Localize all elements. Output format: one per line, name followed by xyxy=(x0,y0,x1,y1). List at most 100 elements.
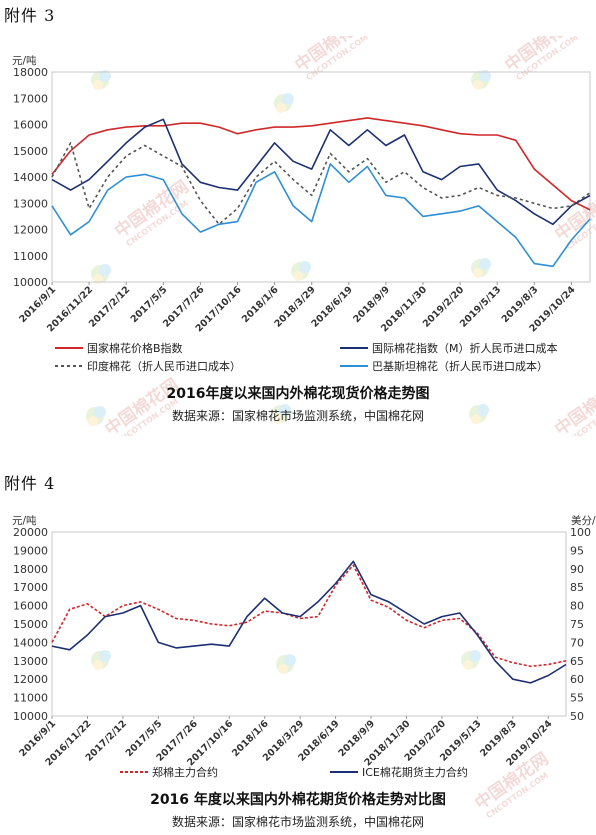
series-line-4 xyxy=(51,163,591,268)
watermark-dot xyxy=(99,264,111,276)
watermark-dot xyxy=(471,414,481,424)
watermark-dot xyxy=(282,93,294,105)
watermark-dot xyxy=(91,71,109,89)
y-tick-label: 14000 xyxy=(13,171,48,184)
legend-label-1: 国家棉花价格B指数 xyxy=(87,341,183,355)
y2-tick-label: 90 xyxy=(570,563,584,576)
watermark-dot xyxy=(471,71,489,89)
watermark-dot xyxy=(479,70,491,82)
y2-tick-label: 65 xyxy=(570,655,584,668)
y-tick-label: 18000 xyxy=(13,563,48,576)
y-tick-label: 10000 xyxy=(13,276,48,289)
watermark-logo xyxy=(471,258,491,278)
y2-tick-label: 70 xyxy=(570,636,584,649)
watermark-logo xyxy=(91,650,111,670)
watermark-dot xyxy=(276,103,286,113)
watermark-dot xyxy=(473,268,483,278)
y-tick-label: 15000 xyxy=(13,145,48,158)
y2-tick-label: 100 xyxy=(570,526,591,539)
plot-frame xyxy=(51,531,567,717)
y-tick-label: 17000 xyxy=(13,92,48,105)
y-tick-label: 12000 xyxy=(13,673,48,686)
watermark-dot xyxy=(477,404,489,416)
y-tick-label: 19000 xyxy=(13,544,48,557)
series-line-2 xyxy=(51,560,567,684)
legend-label-1: 郑棉主力合约 xyxy=(152,765,218,779)
watermark-dot xyxy=(471,259,489,277)
y-tick-label: 12000 xyxy=(13,224,48,237)
y-tick-label: 16000 xyxy=(13,600,48,613)
y-tick-label: 20000 xyxy=(13,526,48,539)
chart-source: 数据来源：国家棉花市场监测系统，中国棉花网 xyxy=(172,814,424,829)
y2-tick-label: 95 xyxy=(570,544,584,557)
watermark-logo xyxy=(86,406,106,426)
legend-label-2: 国际棉花指数（M）折人民币进口成本 xyxy=(372,341,558,355)
watermark-dot xyxy=(86,407,104,425)
watermark-logo xyxy=(469,404,489,424)
watermark-dot xyxy=(88,416,98,426)
watermark-logo xyxy=(291,261,311,281)
y-tick-label: 13000 xyxy=(13,197,48,210)
y-tick-label: 17000 xyxy=(13,581,48,594)
y-tick-label: 10000 xyxy=(13,710,48,723)
watermark-dot xyxy=(278,664,288,674)
watermark-logo xyxy=(271,404,291,424)
legend-label-4: 巴基斯坦棉花（折人民币进口成本） xyxy=(372,359,548,373)
y-tick-label: 16000 xyxy=(13,119,48,132)
watermark-logo xyxy=(276,654,296,674)
watermark-logo xyxy=(471,70,491,90)
chart-source: 数据来源：国家棉花市场监测系统，中国棉花网 xyxy=(172,408,424,423)
watermark-dot xyxy=(273,414,283,424)
legend-label-2: ICE棉花期货主力合约 xyxy=(362,765,468,779)
y2-tick-label: 80 xyxy=(570,600,584,613)
watermark-dot xyxy=(274,94,292,112)
legend-label-3: 印度棉花（折人民币进口成本） xyxy=(87,359,241,373)
watermark-dot xyxy=(94,406,106,418)
watermark-dot xyxy=(299,261,311,273)
y2-tick-label: 85 xyxy=(570,581,584,594)
annex-4-label: 附件 4 xyxy=(4,474,56,493)
y-tick-label: 11000 xyxy=(13,692,48,705)
watermark-logo xyxy=(91,70,111,90)
y-tick-label: 13000 xyxy=(13,655,48,668)
y2-tick-label: 60 xyxy=(570,673,584,686)
watermark-dot xyxy=(293,271,303,281)
watermark-dot xyxy=(469,405,487,423)
y2-tick-label: 55 xyxy=(570,692,584,705)
chart-title: 2016年度以来国内外棉花现货价格走势图 xyxy=(167,385,430,402)
y-axis-unit: 元/吨 xyxy=(12,54,37,67)
watermark-dot xyxy=(473,80,483,90)
watermark-dot xyxy=(479,258,491,270)
watermark-logo xyxy=(274,93,294,113)
y-axis-unit: 元/吨 xyxy=(12,514,37,527)
y-tick-label: 15000 xyxy=(13,618,48,631)
y2-axis-unit: 美分/磅 xyxy=(571,514,596,527)
y-tick-label: 18000 xyxy=(13,66,48,79)
series-line-1 xyxy=(51,117,591,211)
watermark-dot xyxy=(271,405,289,423)
watermark-dot xyxy=(279,404,291,416)
series-line-1 xyxy=(51,564,567,668)
series-line-2 xyxy=(51,118,591,226)
y2-tick-label: 75 xyxy=(570,618,584,631)
watermark-dot xyxy=(284,654,296,666)
series-line-3 xyxy=(51,142,591,226)
watermark-dot xyxy=(91,651,109,669)
watermark-dot xyxy=(99,650,111,662)
chart-title: 2016 年度以来国内外棉花期货价格走势对比图 xyxy=(150,791,446,808)
annex-3-label: 附件 3 xyxy=(4,6,56,25)
watermark-dot xyxy=(291,262,309,280)
y-tick-label: 11000 xyxy=(13,250,48,263)
watermark-logo xyxy=(91,264,111,284)
futures-price-chart: 中国棉花网CNCOTTON.COM元/吨美分/磅1000011000120001… xyxy=(12,514,596,829)
watermark-dot xyxy=(276,655,294,673)
plot-frame xyxy=(51,71,591,283)
watermark-dot xyxy=(461,651,479,669)
